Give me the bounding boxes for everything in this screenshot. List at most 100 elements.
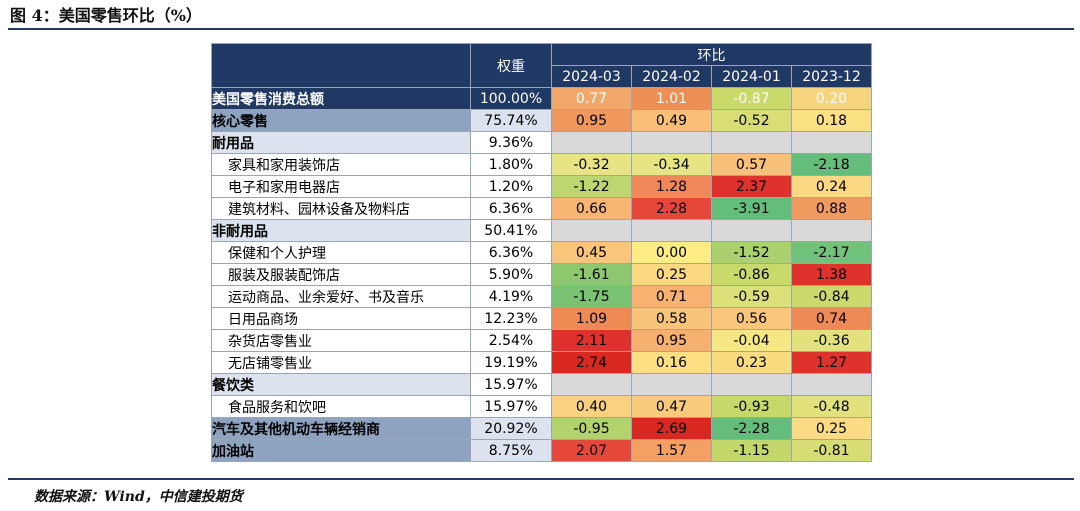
- value-cell: [631, 373, 712, 396]
- value-cell: 0.49: [631, 109, 712, 132]
- value-cell: -0.59: [711, 285, 792, 308]
- row-label: 保健和个人护理: [211, 241, 471, 264]
- top-rule: [8, 28, 1074, 30]
- row-label: 电子和家用电器店: [211, 175, 471, 198]
- value-cell: -0.36: [791, 329, 872, 352]
- weight-cell: 6.36%: [470, 197, 552, 220]
- weight-cell: 20.92%: [470, 417, 552, 440]
- value-cell: -0.52: [711, 109, 792, 132]
- table-row: 加油站 8.75% 2.07 1.57 -1.15 -0.81: [211, 439, 872, 462]
- retail-mom-table: 权重 环比 2024-03 2024-02 2024-01 2023-12 美国零售消…: [211, 43, 872, 462]
- value-cell: -2.28: [711, 417, 792, 440]
- value-cell: 2.07: [551, 439, 632, 462]
- weight-cell: 9.36%: [470, 131, 552, 154]
- header-row-1: 权重 环比: [211, 43, 872, 88]
- value-cell: -0.87: [711, 87, 792, 110]
- value-cell: 2.74: [551, 351, 632, 374]
- value-cell: 0.25: [791, 417, 872, 440]
- value-cell: 0.24: [791, 175, 872, 198]
- value-cell: [711, 131, 792, 154]
- figure-title: 图 4：美国零售环比（%）: [10, 6, 202, 25]
- value-cell: 0.20: [791, 87, 872, 110]
- value-cell: 0.58: [631, 307, 712, 330]
- weight-cell: 19.19%: [470, 351, 552, 374]
- value-cell: [791, 219, 872, 242]
- table-row: 无店铺零售业 19.19% 2.74 0.16 0.23 1.27: [211, 351, 872, 374]
- weight-cell: 15.97%: [470, 373, 552, 396]
- mom-group-header: 环比: [551, 43, 872, 66]
- value-cell: -1.15: [711, 439, 792, 462]
- value-cell: 0.66: [551, 197, 632, 220]
- period-header: 2024-03: [551, 65, 632, 88]
- value-cell: -2.18: [791, 153, 872, 176]
- row-label: 无店铺零售业: [211, 351, 471, 374]
- value-cell: 2.11: [551, 329, 632, 352]
- value-cell: -0.81: [791, 439, 872, 462]
- weight-cell: 100.00%: [470, 87, 552, 110]
- weight-cell: 12.23%: [470, 307, 552, 330]
- value-cell: -0.95: [551, 417, 632, 440]
- weight-cell: 1.80%: [470, 153, 552, 176]
- value-cell: 0.16: [631, 351, 712, 374]
- row-label: 加油站: [211, 439, 471, 462]
- row-label: 服装及服装配饰店: [211, 263, 471, 286]
- value-cell: 0.88: [791, 197, 872, 220]
- weight-cell: 15.97%: [470, 395, 552, 418]
- value-cell: [551, 373, 632, 396]
- value-cell: -0.93: [711, 395, 792, 418]
- value-cell: -0.34: [631, 153, 712, 176]
- header-row-2: 2024-03 2024-02 2024-01 2023-12: [212, 65, 872, 88]
- table-body: 美国零售消费总额 100.00% 0.77 1.01 -0.87 0.20 核心零售 75.7…: [211, 87, 872, 462]
- value-cell: -0.86: [711, 263, 792, 286]
- value-cell: -2.17: [791, 241, 872, 264]
- row-label: 非耐用品: [211, 219, 471, 242]
- value-cell: 1.57: [631, 439, 712, 462]
- table-row: 日用品商场 12.23% 1.09 0.58 0.56 0.74: [211, 307, 872, 330]
- value-cell: 0.00: [631, 241, 712, 264]
- table-row: 电子和家用电器店 1.20% -1.22 1.28 2.37 0.24: [211, 175, 872, 198]
- value-cell: 0.71: [631, 285, 712, 308]
- weight-cell: 6.36%: [470, 241, 552, 264]
- value-cell: [631, 131, 712, 154]
- table-row: 家具和家用装饰店 1.80% -0.32 -0.34 0.57 -2.18: [211, 153, 872, 176]
- weight-cell: 50.41%: [470, 219, 552, 242]
- period-header: 2024-01: [711, 65, 792, 88]
- source-note: 数据来源：Wind，中信建投期货: [34, 489, 243, 505]
- value-cell: [551, 131, 632, 154]
- row-label: 食品服务和饮吧: [211, 395, 471, 418]
- value-cell: 0.95: [631, 329, 712, 352]
- value-cell: 2.69: [631, 417, 712, 440]
- value-cell: [711, 373, 792, 396]
- value-cell: 1.01: [631, 87, 712, 110]
- value-cell: 0.74: [791, 307, 872, 330]
- weight-header: 权重: [470, 43, 552, 88]
- value-cell: 0.95: [551, 109, 632, 132]
- table-row: 美国零售消费总额 100.00% 0.77 1.01 -0.87 0.20: [211, 87, 872, 110]
- row-label: 日用品商场: [211, 307, 471, 330]
- value-cell: -0.32: [551, 153, 632, 176]
- row-label: 杂货店零售业: [211, 329, 471, 352]
- table-row: 服装及服装配饰店 5.90% -1.61 0.25 -0.86 1.38: [211, 263, 872, 286]
- value-cell: [631, 219, 712, 242]
- table-row: 食品服务和饮吧 15.97% 0.40 0.47 -0.93 -0.48: [211, 395, 872, 418]
- value-cell: 0.56: [711, 307, 792, 330]
- weight-cell: 75.74%: [470, 109, 552, 132]
- weight-cell: 4.19%: [470, 285, 552, 308]
- table-row: 汽车及其他机动车辆经销商 20.92% -0.95 2.69 -2.28 0.25: [211, 417, 872, 440]
- weight-cell: 1.20%: [470, 175, 552, 198]
- value-cell: 1.09: [551, 307, 632, 330]
- row-label: 建筑材料、园林设备及物料店: [211, 197, 471, 220]
- value-cell: 0.40: [551, 395, 632, 418]
- row-label: 耐用品: [211, 131, 471, 154]
- header-label-cell: [211, 43, 471, 88]
- value-cell: 1.27: [791, 351, 872, 374]
- table-row: 餐饮类 15.97%: [211, 373, 872, 396]
- value-cell: 0.23: [711, 351, 792, 374]
- row-label: 核心零售: [211, 109, 471, 132]
- value-cell: -1.22: [551, 175, 632, 198]
- value-cell: 0.77: [551, 87, 632, 110]
- value-cell: -1.75: [551, 285, 632, 308]
- value-cell: -0.04: [711, 329, 792, 352]
- value-cell: [551, 219, 632, 242]
- row-label: 家具和家用装饰店: [211, 153, 471, 176]
